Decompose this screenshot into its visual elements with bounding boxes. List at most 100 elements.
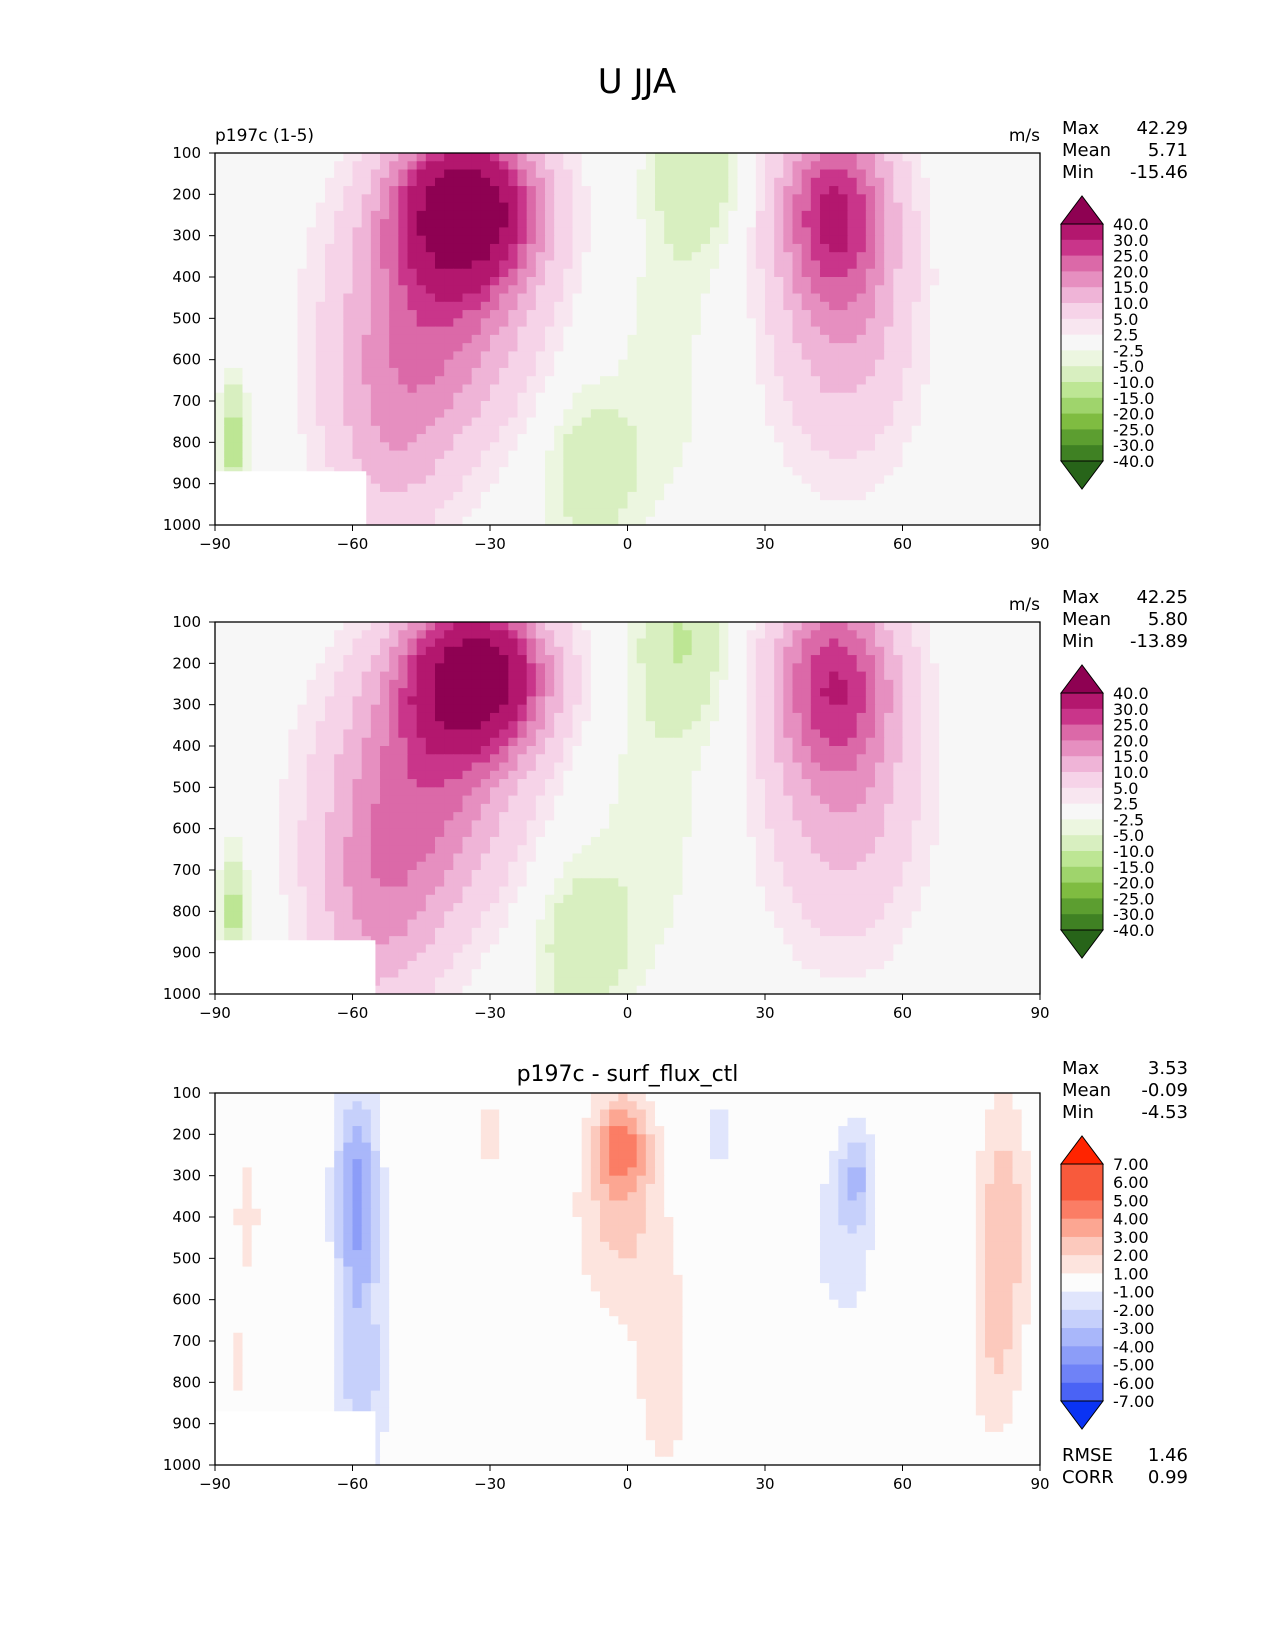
field-cell [554,508,564,518]
field-cell [233,663,244,673]
field-cell [691,243,702,253]
field-cell [911,475,922,485]
field-cell [398,442,409,452]
x-tick-label: 90 [1030,535,1049,553]
field-cell [728,475,739,485]
field-cell [490,508,500,518]
field-cell [920,367,931,377]
field-cell [370,483,381,493]
field-cell [325,235,335,245]
field-cell [682,252,693,262]
field-cell [526,202,537,212]
field-cell [682,227,693,237]
field-cell [435,359,445,369]
field-cell [865,169,876,179]
field-cell [691,663,702,673]
field-cell [985,359,995,369]
field-cell [755,663,766,673]
field-cell [719,285,729,295]
field-cell [242,334,253,344]
field-cell [425,655,436,664]
field-cell [884,301,894,311]
field-cell [920,186,931,195]
field-cell [480,268,491,278]
field-cell [490,169,500,179]
field-cell [865,646,876,656]
field-cell [627,475,638,485]
field-cell [581,663,592,673]
field-cell [700,186,711,195]
field-cell [930,367,940,377]
field-cell [939,186,949,195]
field-cell [407,343,418,352]
field-cell [398,450,409,460]
field-cell [810,359,821,369]
field-cell [600,622,610,631]
panel-title: p197c (1-5) [215,126,314,146]
field-cell [682,392,693,402]
field-cell [279,235,289,245]
field-cell [471,425,482,435]
field-cell [911,508,922,518]
field-cell [563,219,574,228]
field-cell [215,153,225,162]
field-cell [728,417,739,427]
field-cell [829,392,839,402]
field-cell [1030,301,1041,311]
field-cell [425,392,436,402]
field-cell [755,227,766,237]
field-cell [645,458,656,468]
field-cell [1030,384,1041,394]
field-cell [645,630,656,640]
field-cell [939,442,949,452]
field-cell [279,343,289,352]
field-cell [645,475,656,485]
field-cell [975,326,986,336]
field-cell [526,500,537,510]
field-cell [407,210,418,220]
field-cell [847,401,858,410]
field-cell [581,310,592,319]
field-cell [444,655,454,664]
field-cell [389,500,399,510]
field-cell [609,425,619,435]
field-cell [609,343,619,352]
field-cell [315,161,326,171]
field-cell [471,210,482,220]
colorbar-segment [1061,413,1103,430]
field-cell [1021,663,1032,673]
field-cell [691,252,702,262]
field-cell [856,359,867,369]
field-cell [636,392,647,402]
field-cell [453,367,464,377]
field-cell [435,268,445,278]
field-cell [306,688,317,697]
field-cell [407,318,418,328]
field-cell [875,434,885,443]
field-cell [215,646,225,656]
field-cell [563,210,574,220]
field-cell [893,326,904,336]
field-cell [664,638,674,648]
field-cell [297,401,308,410]
field-cell [700,326,711,336]
field-cell [1030,243,1041,253]
field-cell [499,326,509,336]
field-cell [627,227,638,237]
stat-mean-label: Mean [1062,140,1111,161]
field-cell [810,442,821,452]
field-cell [985,252,995,262]
field-cell [1021,293,1032,303]
field-cell [737,500,748,510]
field-cell [645,679,656,689]
field-cell [682,638,693,648]
field-cell [774,210,784,220]
field-cell [810,483,821,493]
field-cell [838,235,849,245]
field-cell [343,285,354,295]
field-cell [810,202,821,212]
field-cell [691,638,702,648]
field-cell [911,663,922,673]
field-cell [490,285,500,295]
field-cell [636,671,647,681]
